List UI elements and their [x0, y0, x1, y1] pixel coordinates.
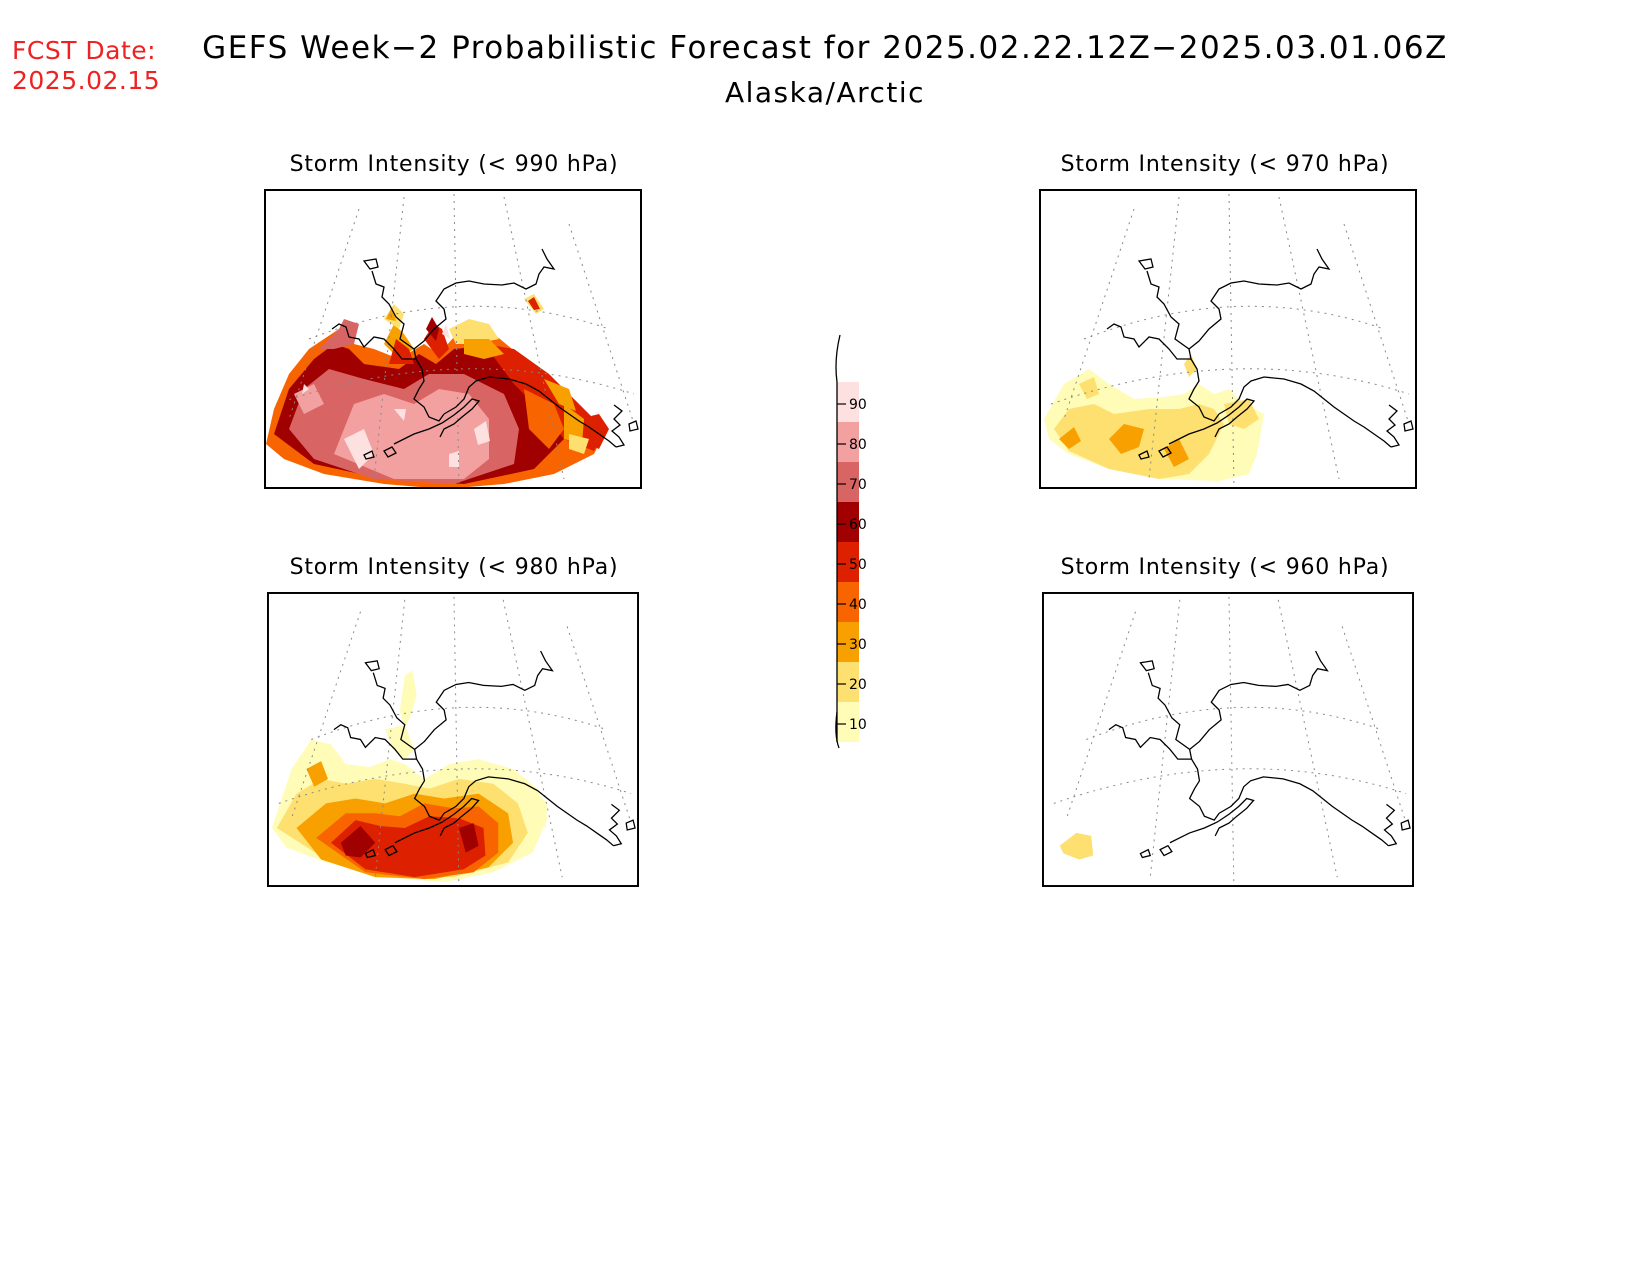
legend-swatch — [837, 462, 859, 502]
map-panel-960 — [1042, 592, 1414, 888]
forecast-date-value: 2025.02.15 — [12, 66, 161, 95]
map-panel-980 — [267, 592, 639, 888]
color-legend: 90 80 70 60 50 40 30 20 10 — [835, 334, 867, 749]
forecast-date-block: FCST Date: 2025.02.15 — [12, 36, 160, 96]
probability-shading-990 — [266, 294, 609, 489]
panel-title-990: Storm Intensity (< 990 hPa) — [289, 152, 619, 177]
legend-swatch — [837, 622, 859, 662]
panel-title-960: Storm Intensity (< 960 hPa) — [1060, 555, 1390, 580]
legend-swatch — [837, 702, 859, 742]
probability-shading-960 — [1059, 832, 1094, 860]
legend-swatch — [837, 582, 859, 622]
legend-tick-label: 90 — [849, 397, 867, 413]
legend-tick-label: 60 — [849, 517, 867, 533]
probability-shading-980 — [271, 670, 548, 883]
legend-tick-label: 10 — [849, 717, 867, 733]
probability-shading-970 — [1044, 354, 1264, 481]
legend-swatch — [837, 542, 859, 582]
forecast-date-label: FCST Date: — [12, 36, 157, 65]
map-panel-970 — [1039, 189, 1417, 490]
panel-title-980: Storm Intensity (< 980 hPa) — [289, 555, 619, 580]
page-title: GEFS Week−2 Probabilistic Forecast for 2… — [202, 30, 1448, 66]
page-subtitle: Alaska/Arctic — [724, 76, 926, 109]
legend-tick-label: 40 — [849, 597, 867, 613]
legend-swatch — [837, 502, 859, 542]
panel-title-970: Storm Intensity (< 970 hPa) — [1060, 152, 1390, 177]
legend-tick-label: 50 — [849, 557, 867, 573]
legend-tick-label: 70 — [849, 477, 867, 493]
map-panel-990 — [264, 189, 642, 490]
legend-tick-label: 20 — [849, 677, 867, 693]
legend-tick-label: 30 — [849, 637, 867, 653]
legend-swatch — [837, 382, 859, 422]
legend-swatch — [837, 422, 859, 462]
legend-swatch — [837, 662, 859, 702]
legend-tick-label: 80 — [849, 437, 867, 453]
